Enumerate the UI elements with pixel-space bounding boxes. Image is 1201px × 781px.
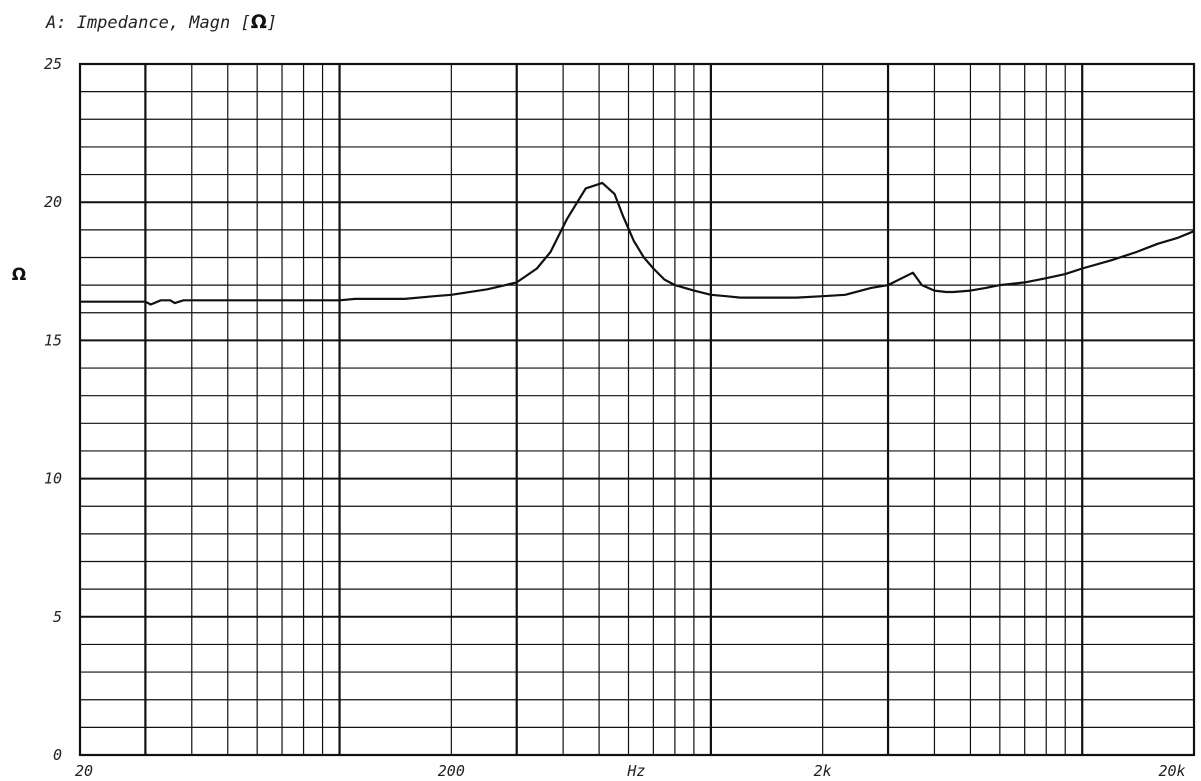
y-tick-label: 10 [44, 470, 62, 488]
axis-ticks: 0 5 10 15 20 25 20 200 Hz 2k 20k [44, 55, 1186, 780]
series-layer [80, 181, 1195, 306]
chart-title-text: A: Impedance, Magn [ [45, 13, 251, 33]
y-tick-label: 0 [53, 746, 62, 764]
x-tick-label: 2k [814, 762, 832, 780]
y-tick-label: 15 [44, 331, 62, 349]
x-tick-label: 200 [438, 762, 465, 780]
chart-title: A: Impedance, Magn [Ω] [45, 11, 277, 33]
title-unit-symbol: Ω [251, 11, 267, 33]
impedance-curve [80, 181, 1195, 306]
x-tick-label: 20k [1158, 762, 1185, 780]
y-tick-label: 20 [44, 193, 62, 211]
y-tick-label: 5 [53, 608, 62, 626]
plot-frame [78, 62, 1196, 757]
chart-title-suffix: ] [267, 13, 277, 33]
x-tick-label: Hz [626, 762, 645, 780]
grid [78, 62, 1196, 757]
y-tick-label: 25 [44, 55, 62, 73]
y-axis-label: Ω [12, 265, 26, 285]
x-tick-label: 20 [75, 762, 93, 780]
